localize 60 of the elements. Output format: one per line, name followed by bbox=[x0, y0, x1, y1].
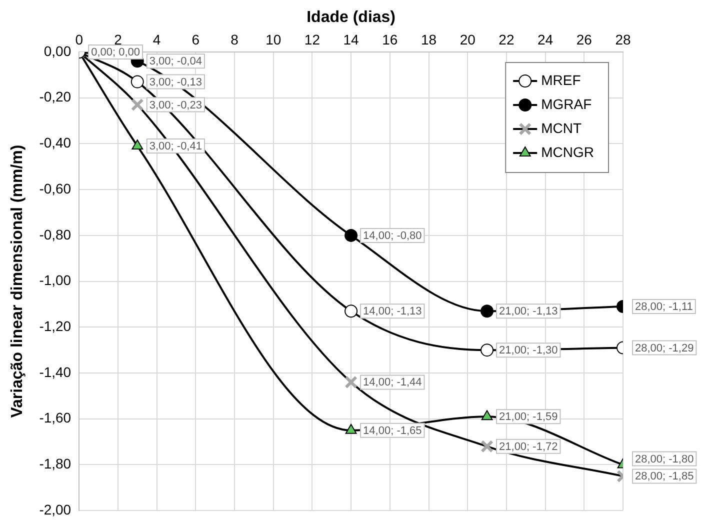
x-tick-label: 2 bbox=[114, 31, 122, 48]
data-label: 28,00; -1,11 bbox=[635, 301, 693, 314]
x-tick-label: 10 bbox=[266, 31, 282, 48]
point bbox=[480, 344, 494, 357]
data-label: 3,00; -0,41 bbox=[149, 140, 202, 153]
point bbox=[480, 304, 494, 318]
data-label: 14,00; -1,44 bbox=[363, 376, 422, 389]
x-tick-label: 18 bbox=[420, 31, 437, 48]
y-tick-label: -0,20 bbox=[39, 88, 72, 105]
point bbox=[345, 424, 357, 434]
legend-label: MGRAF bbox=[541, 96, 592, 112]
x-tick-label: 14 bbox=[343, 31, 360, 48]
x-tick-label: 24 bbox=[538, 31, 554, 48]
x-tick-label: 12 bbox=[304, 31, 320, 48]
x-tick-label: 28 bbox=[615, 31, 631, 48]
data-label: 21,00; -1,59 bbox=[499, 411, 558, 424]
data-label: 21,00; -1,72 bbox=[499, 440, 558, 453]
point bbox=[480, 440, 494, 453]
data-label: 14,00; -0,80 bbox=[363, 230, 422, 242]
data-label: 28,00; -1,80 bbox=[635, 453, 694, 466]
data-label: 28,00; -1,29 bbox=[635, 342, 694, 354]
data-label: 21,00; -1,13 bbox=[499, 306, 558, 318]
point bbox=[132, 140, 144, 150]
data-label: 0,00; 0,00 bbox=[91, 46, 140, 59]
legend-label: MCNGR bbox=[541, 144, 594, 160]
x-tick-label: 16 bbox=[382, 31, 398, 48]
x-tick-label: 6 bbox=[192, 31, 200, 48]
y-tick-label: -1,60 bbox=[39, 410, 72, 426]
data-label: 28,00; -1,85 bbox=[635, 470, 694, 483]
point bbox=[130, 98, 144, 112]
x-tick-label: 4 bbox=[152, 31, 161, 48]
y-tick-label: -0,80 bbox=[39, 226, 72, 242]
point bbox=[130, 75, 144, 88]
x-tick-label: 8 bbox=[230, 31, 239, 48]
point bbox=[481, 410, 493, 420]
data-label: 3,00; -0,04 bbox=[149, 56, 202, 68]
y-tick-label: -1,80 bbox=[39, 456, 72, 472]
point bbox=[344, 304, 358, 318]
x-tick-label: 26 bbox=[576, 31, 592, 48]
point bbox=[344, 376, 358, 389]
data-label: 21,00; -1,30 bbox=[499, 344, 558, 357]
data-label: 14,00; -1,65 bbox=[363, 424, 422, 437]
y-tick-label: -0,40 bbox=[39, 134, 72, 151]
x-axis-title: Idade (dias) bbox=[306, 9, 396, 26]
y-tick-label: 0,00 bbox=[44, 42, 72, 59]
data-label: 3,00; -0,23 bbox=[149, 99, 202, 112]
y-tick-label: -1,00 bbox=[39, 272, 72, 288]
y-tick-label: -0,60 bbox=[39, 180, 72, 196]
y-tick-label: -2,00 bbox=[39, 501, 72, 518]
y-axis-title: Variação linear dimensional (mm/m) bbox=[9, 144, 26, 418]
y-tick-label: -1,40 bbox=[39, 364, 72, 380]
data-label: 3,00; -0,13 bbox=[149, 76, 202, 88]
x-tick-label: 22 bbox=[498, 31, 514, 48]
legend-label: MCNT bbox=[541, 120, 582, 136]
point bbox=[344, 228, 358, 242]
x-tick-label: 0 bbox=[75, 31, 84, 48]
x-tick-label: 20 bbox=[460, 31, 476, 48]
y-tick-label: -1,20 bbox=[39, 318, 72, 334]
data-label: 14,00; -1,13 bbox=[363, 306, 422, 318]
legend-label: MREF bbox=[541, 72, 581, 88]
